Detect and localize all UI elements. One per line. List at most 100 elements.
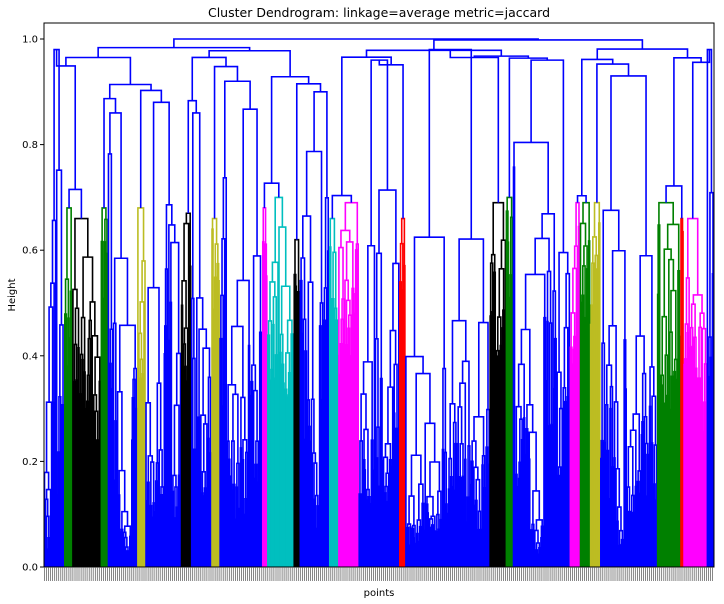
dendrogram-link: [193, 448, 197, 567]
dendrogram-link: [627, 445, 634, 496]
dendrogram-link: [489, 262, 494, 317]
dendrogram-link: [154, 510, 157, 567]
dendrogram-link: [354, 249, 358, 567]
dendrogram-link: [616, 520, 619, 567]
dendrogram-link: [232, 393, 239, 464]
dendrogram-link: [630, 522, 634, 567]
dendrogram-link: [436, 513, 440, 532]
y-axis: 0.0 0.2 0.4 0.6 0.8 1.0: [22, 35, 44, 574]
dendrogram-link: [55, 169, 63, 567]
plot-area-frame: [43, 22, 715, 568]
dendrogram-link: [85, 407, 88, 567]
dendrogram-link: [345, 241, 354, 289]
dendrogram-link: [702, 430, 706, 567]
dendrogram-link: [594, 254, 599, 302]
dendrogram-link: [661, 315, 668, 376]
dendrogram-link: [291, 344, 295, 567]
dendrogram-link: [73, 380, 76, 567]
dendrogram-link: [474, 504, 477, 567]
dendrogram-link: [477, 528, 480, 567]
dendrogram-link: [392, 262, 400, 567]
dendrogram-link: [98, 380, 102, 567]
dendrogram-link: [87, 337, 91, 567]
dendrogram-link: [659, 384, 663, 567]
dendrogram-link: [589, 323, 593, 567]
dendrogram-link: [164, 325, 168, 567]
dendrogram-link: [596, 48, 689, 60]
dendrogram-link: [169, 301, 173, 567]
dendrogram-link: [409, 526, 412, 567]
dendrogram-link: [88, 319, 93, 567]
dendrogram-link: [100, 240, 104, 567]
dendrogram-link: [481, 464, 484, 567]
dendrogram-link: [515, 485, 519, 567]
dendrogram-link: [149, 504, 153, 567]
dendrogram-link: [529, 539, 533, 567]
dendrogram-link: [456, 475, 460, 567]
dendrogram-link: [239, 447, 243, 567]
dendrogram-link: [412, 537, 415, 567]
dendrogram-link: [160, 506, 164, 567]
dendrogram-link: [499, 344, 503, 567]
dendrogram-link: [247, 344, 251, 567]
y-tick-label: 0.6: [22, 246, 38, 257]
dendrogram-link: [268, 379, 271, 567]
dendrogram-link: [583, 316, 587, 567]
dendrogram-link: [86, 374, 90, 567]
dendrogram-link: [587, 240, 591, 567]
dendrogram-link: [383, 492, 387, 567]
dendrogram-link: [447, 488, 451, 567]
dendrogram-link: [131, 397, 135, 567]
dendrogram-link: [544, 379, 547, 567]
dendrogram-link: [249, 394, 253, 567]
dendrogram-link: [665, 394, 669, 567]
dendrogram-link: [678, 335, 681, 567]
dendrogram-link: [548, 425, 551, 567]
dendrogram-link: [577, 225, 581, 567]
dendrogram-link: [634, 485, 638, 567]
dendrogram-link: [146, 499, 149, 567]
dendrogram-link: [653, 499, 657, 567]
dendrogram-link: [502, 309, 506, 567]
dendrogram-link: [351, 287, 355, 567]
dendrogram-link: [473, 55, 530, 59]
chart-title: Cluster Dendrogram: linkage=average metr…: [208, 5, 550, 20]
dendrogram-link: [57, 451, 61, 567]
dendrogram-link: [618, 544, 621, 567]
dendrogram-link: [95, 439, 100, 567]
dendrogram-link: [290, 333, 294, 567]
dendrogram-link: [690, 303, 696, 338]
dendrogram-link: [673, 56, 702, 186]
dendrogram-links: [44, 38, 714, 567]
dendrogram-link: [394, 475, 398, 567]
dendrogram-link: [228, 475, 232, 567]
dendrogram-link: [365, 499, 369, 567]
dendrogram-link: [495, 365, 499, 567]
dendrogram-link: [470, 483, 473, 567]
dendrogram-link: [563, 326, 569, 397]
dendrogram-link: [308, 440, 312, 567]
dendrogram-link: [220, 294, 224, 567]
dendrogram-link: [399, 242, 404, 567]
dendrogram-link: [620, 538, 624, 567]
dendrogram-link: [491, 311, 495, 567]
dendrogram-link: [340, 229, 351, 248]
dendrogram-link: [83, 371, 86, 567]
dendrogram-link: [430, 532, 434, 567]
dendrogram-link: [175, 352, 182, 567]
dendrogram-link: [415, 542, 418, 567]
dendrogram-link: [709, 356, 713, 567]
dendrogram-link: [520, 328, 531, 405]
dendrogram-link: [607, 498, 610, 567]
dendrogram-link: [232, 483, 236, 567]
dendrogram-link: [175, 506, 179, 567]
dendrogram-link: [376, 426, 380, 487]
dendrogram-link: [384, 485, 388, 502]
dendrogram-link: [203, 487, 207, 567]
dendrogram-link: [201, 470, 206, 494]
dendrogram-link: [270, 368, 273, 567]
dendrogram-link: [201, 492, 204, 567]
dendrogram-link: [253, 477, 257, 567]
dendrogram-link: [553, 387, 556, 567]
